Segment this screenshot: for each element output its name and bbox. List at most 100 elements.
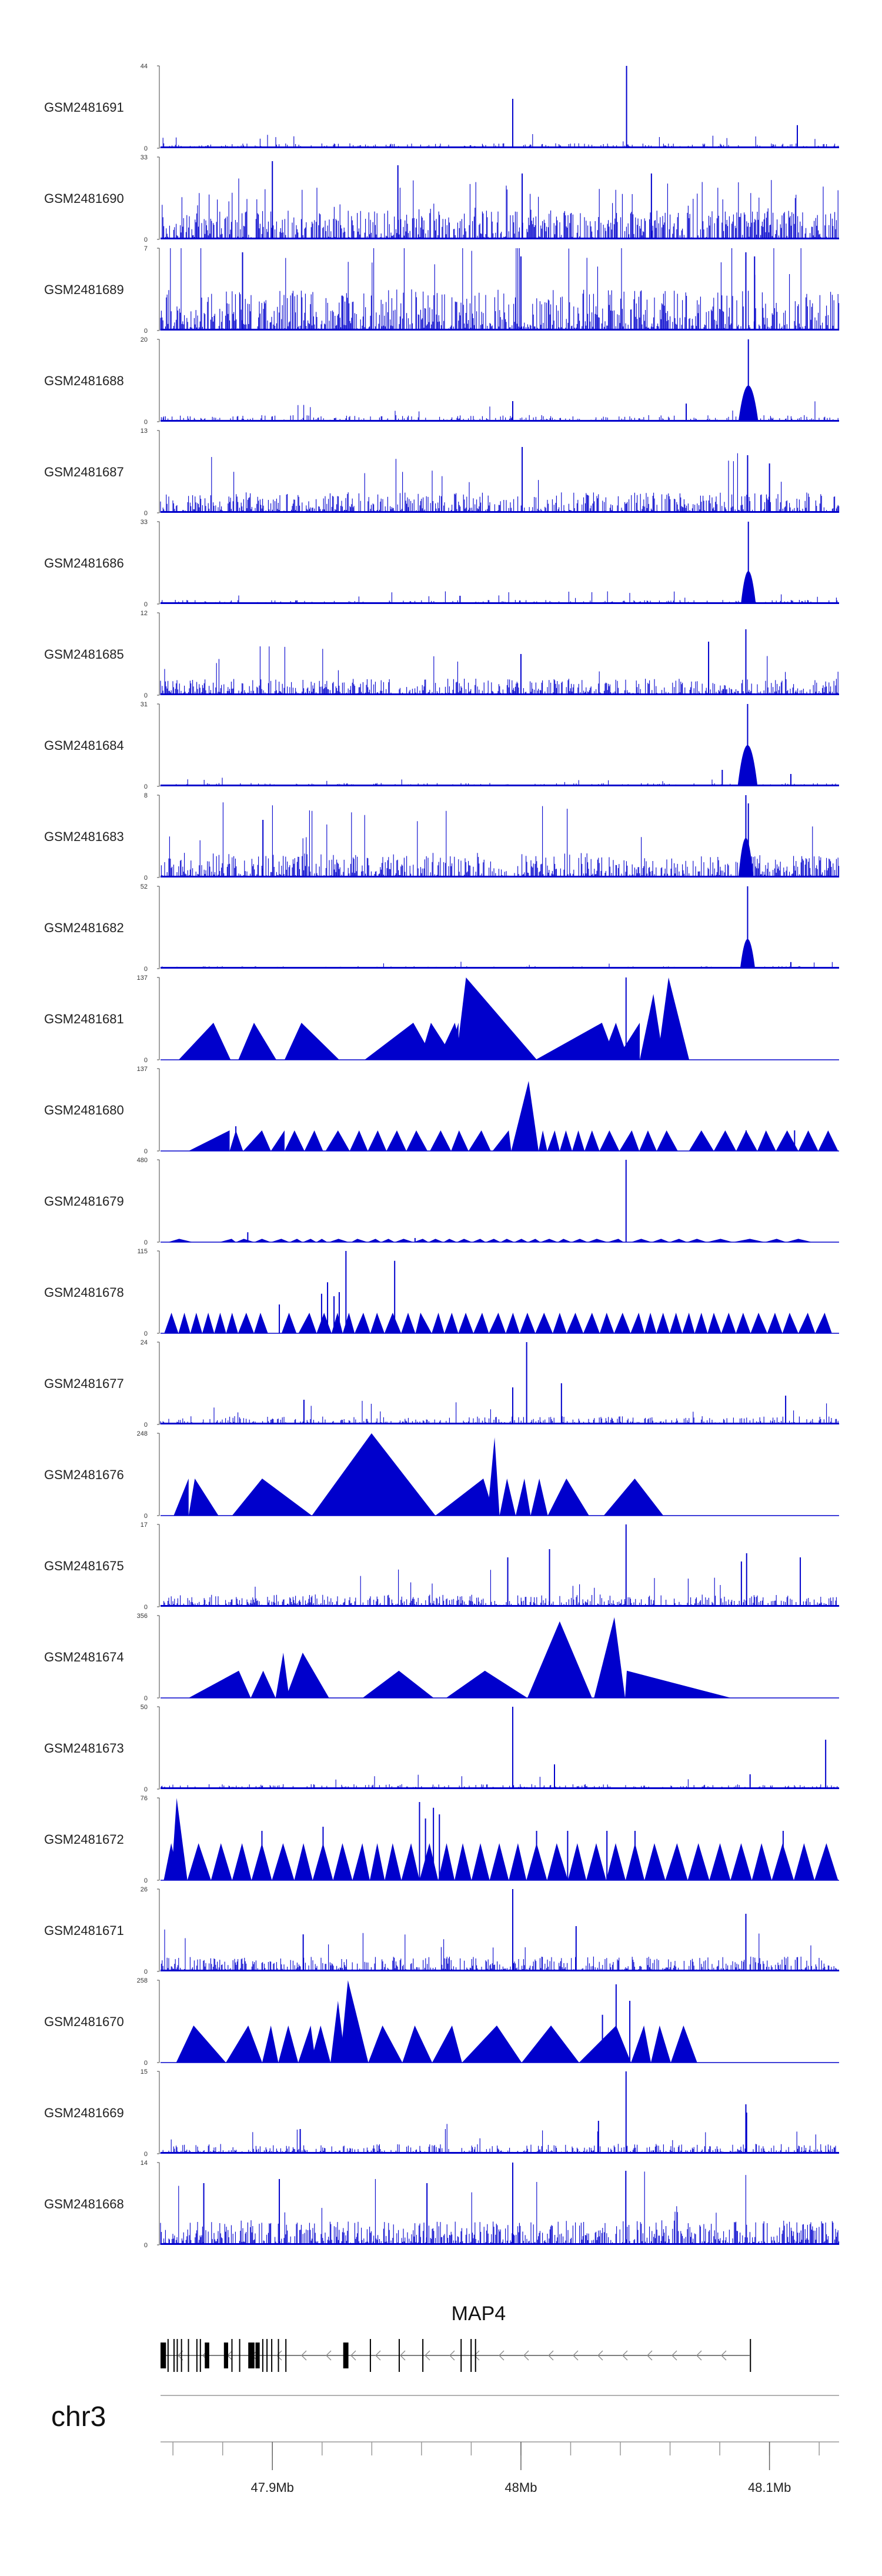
y-min-label: 0	[144, 1330, 148, 1337]
triangle-mark	[232, 1479, 312, 1516]
triangle-mark	[492, 1130, 512, 1151]
exon	[285, 2339, 287, 2372]
triangle-mark	[278, 2026, 299, 2063]
exon	[255, 2343, 260, 2368]
triangle-mark	[316, 1313, 332, 1333]
strand-arrow	[573, 2350, 579, 2361]
triangle-mark	[798, 1130, 818, 1151]
y-min-label: 0	[144, 2151, 148, 2158]
triangle-mark	[168, 1239, 193, 1242]
y-max-label: 52	[141, 883, 148, 890]
triangle-mark	[281, 1313, 297, 1333]
strand-arrow	[523, 2350, 529, 2361]
track-GSM2481687: GSM2481687 13 0	[44, 428, 840, 517]
y-max-label: 8	[144, 792, 148, 799]
triangle-mark	[538, 1130, 547, 1151]
triangle-mark	[214, 1313, 226, 1333]
y-min-label: 0	[144, 1422, 148, 1429]
triangle-mark	[444, 1313, 459, 1333]
triangle-mark	[540, 1239, 558, 1242]
baseline	[161, 1970, 839, 1971]
triangle-mark	[553, 1313, 567, 1333]
signal-bars	[161, 1774, 840, 1789]
triangle-mark	[669, 1239, 687, 1242]
strand-arrow	[548, 2350, 554, 2361]
triangle-mark	[430, 1130, 452, 1151]
track-GSM2481689: GSM2481689 7 0	[44, 245, 840, 335]
triangle-mark	[401, 1313, 416, 1333]
triangle-mark	[385, 1843, 402, 1880]
triangle-mark	[253, 1313, 268, 1333]
triangle-mark	[331, 1313, 343, 1333]
gene-label: MAP4	[452, 2303, 506, 2325]
baseline	[161, 329, 839, 331]
track-label: GSM2481674	[44, 1650, 124, 1664]
signal-bars	[160, 2171, 840, 2245]
strand-arrow	[425, 2350, 430, 2361]
triangle-mark	[687, 1239, 707, 1242]
triangle-mark	[566, 1313, 584, 1333]
track-GSM2481685: GSM2481685 12 0	[44, 610, 839, 699]
triangle-mark	[355, 1313, 370, 1333]
triangle-mark	[188, 1670, 251, 1698]
exon	[271, 2339, 273, 2372]
y-min-label: 0	[144, 236, 148, 243]
strand-arrow	[400, 2350, 406, 2361]
triangle-mark	[438, 1843, 455, 1880]
triangle-mark	[616, 1023, 640, 1060]
exon	[188, 2339, 189, 2372]
triangle-mark	[583, 1313, 600, 1333]
triangle-mark	[547, 1130, 560, 1151]
triangle-mark	[406, 1130, 427, 1151]
triangle-mark	[202, 1313, 215, 1333]
y-max-label: 33	[141, 519, 148, 526]
triangle-mark	[310, 2026, 331, 2063]
triangle-mark	[607, 1239, 624, 1242]
track-label: GSM2481670	[44, 2014, 124, 2029]
signal-bars	[160, 1929, 840, 1971]
y-max-label: 14	[141, 2160, 148, 2167]
triangle-mark	[236, 1239, 255, 1242]
triangle-mark	[776, 1130, 799, 1151]
track-label: GSM2481673	[44, 1741, 124, 1756]
triangle-mark	[362, 1670, 434, 1698]
triangle-mark	[584, 1130, 600, 1151]
triangle-mark	[451, 1130, 469, 1151]
triangle-mark	[733, 1239, 765, 1242]
triangle-mark	[243, 1130, 271, 1151]
triangle-mark	[587, 1239, 608, 1242]
triangle-mark	[340, 1980, 369, 2063]
triangle-mark	[254, 1239, 271, 1242]
y-max-label: 13	[141, 428, 148, 435]
triangle-mark	[594, 1617, 626, 1698]
triangle-mark	[232, 1843, 252, 1880]
triangle-mark	[312, 1433, 436, 1516]
gene-model-track: MAP4	[161, 2303, 751, 2372]
triangle-mark	[751, 1843, 772, 1880]
track-label: GSM2481681	[44, 1012, 124, 1026]
triangle-mark	[380, 1239, 395, 1242]
triangle-mark	[325, 1130, 350, 1151]
y-min-label: 0	[144, 875, 148, 882]
triangle-mark	[764, 1239, 786, 1242]
triangle-mark	[631, 2026, 652, 2063]
track-label: GSM2481683	[44, 829, 124, 844]
track-label: GSM2481691	[44, 100, 124, 115]
triangle-mark	[656, 1313, 670, 1333]
triangle-mark	[639, 1130, 657, 1151]
exon	[173, 2339, 175, 2372]
triangle-mark	[284, 1130, 305, 1151]
baseline	[161, 146, 839, 148]
triangle-mark	[401, 1843, 420, 1880]
track-GSM2481679: GSM2481679 480 0	[44, 1157, 839, 1246]
track-label: GSM2481675	[44, 1559, 124, 1573]
y-max-label: 115	[137, 1248, 148, 1255]
strand-arrow	[276, 2350, 282, 2361]
exon	[475, 2339, 476, 2372]
y-max-label: 17	[141, 1521, 148, 1529]
triangle-mark	[782, 1313, 799, 1333]
triangle-mark	[173, 1479, 189, 1516]
triangle-mark	[270, 1130, 285, 1151]
exon	[278, 2339, 279, 2372]
